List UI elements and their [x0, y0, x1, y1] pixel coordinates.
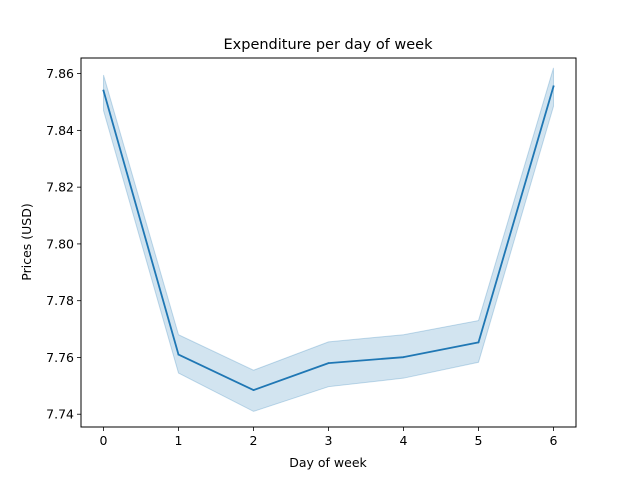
- x-tick-label: 3: [325, 433, 333, 448]
- data-point: [402, 356, 405, 359]
- x-tick-label: 2: [250, 433, 258, 448]
- x-axis-label: Day of week: [289, 455, 367, 470]
- data-point: [552, 85, 555, 88]
- y-tick-label: 7.74: [46, 407, 74, 422]
- chart-title: Expenditure per day of week: [224, 37, 434, 53]
- y-tick-label: 7.86: [46, 66, 74, 81]
- x-tick-label: 6: [550, 433, 558, 448]
- y-tick-label: 7.76: [46, 350, 74, 365]
- confidence-band: [103, 67, 554, 412]
- plot-area: [102, 67, 555, 412]
- y-tick-label: 7.82: [46, 180, 74, 195]
- y-tick-label: 7.84: [46, 123, 74, 138]
- data-point: [477, 341, 480, 344]
- x-axis: 0 1 2 3 4 5 6: [100, 427, 558, 448]
- x-tick-label: 5: [475, 433, 483, 448]
- x-tick-label: 4: [400, 433, 408, 448]
- y-axis: 7.74 7.76 7.78 7.80 7.82 7.84 7.86: [46, 66, 81, 422]
- x-tick-label: 1: [175, 433, 183, 448]
- data-point: [252, 389, 255, 391]
- y-tick-label: 7.80: [46, 236, 74, 251]
- y-axis-label: Prices (USD): [19, 203, 34, 280]
- x-tick-label: 0: [100, 433, 108, 448]
- y-tick-label: 7.78: [46, 293, 74, 308]
- data-point: [102, 89, 105, 92]
- data-point: [327, 362, 330, 365]
- data-point: [177, 353, 180, 356]
